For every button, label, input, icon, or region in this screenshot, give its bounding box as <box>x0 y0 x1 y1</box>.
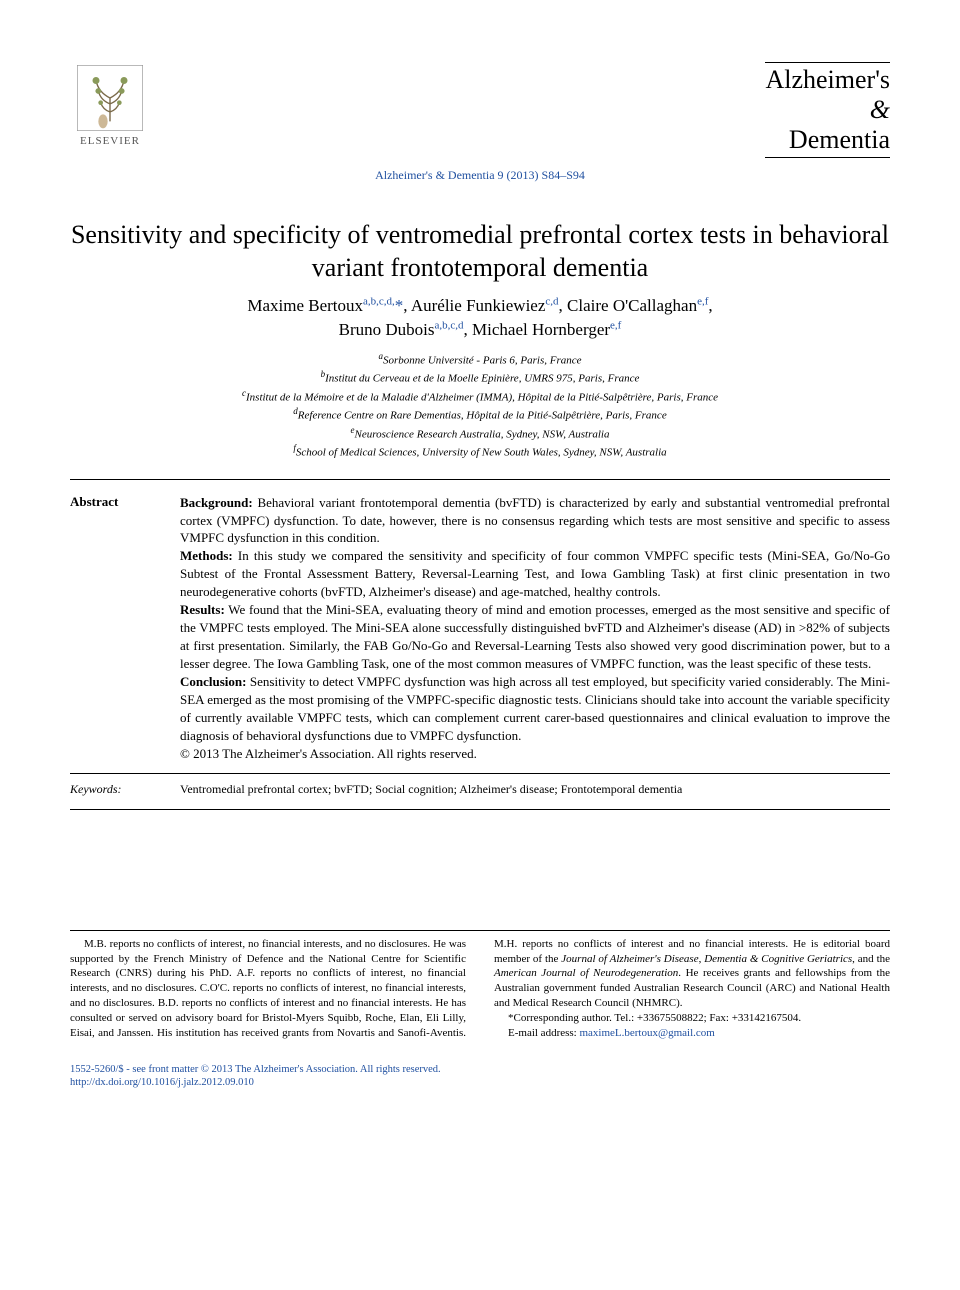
affiliation: dReference Centre on Rare Dementias, Hôp… <box>70 405 890 424</box>
issn-line: 1552-5260/$ - see front matter © 2013 Th… <box>70 1063 890 1077</box>
affiliation: cInstitut de la Mémoire et de la Maladie… <box>70 387 890 406</box>
author: Maxime Bertouxa,b,c,d,* <box>247 296 403 315</box>
doi-link[interactable]: http://dx.doi.org/10.1016/j.jalz.2012.09… <box>70 1077 254 1088</box>
affiliation-list: aSorbonne Université - Paris 6, Paris, F… <box>70 350 890 461</box>
copyright-line: © 2013 The Alzheimer's Association. All … <box>180 745 890 763</box>
author: Bruno Duboisa,b,c,d <box>339 320 464 339</box>
affiliation: fSchool of Medical Sciences, University … <box>70 442 890 461</box>
journal-logo: Alzheimer's & Dementia <box>765 60 890 160</box>
results-text: We found that the Mini-SEA, evaluating t… <box>180 602 890 671</box>
background-head: Background: <box>180 495 253 510</box>
author: Michael Hornbergere,f <box>472 320 621 339</box>
journal-name-line1: Alzheimer's <box>765 65 890 95</box>
affiliation: aSorbonne Université - Paris 6, Paris, F… <box>70 350 890 369</box>
results-head: Results: <box>180 602 225 617</box>
publisher-name: ELSEVIER <box>80 135 140 147</box>
divider <box>70 809 890 810</box>
affiliation: bInstitut du Cerveau et de la Moelle Epi… <box>70 368 890 387</box>
abstract-section: Abstract Background: Behavioral variant … <box>70 480 890 773</box>
email-line: E-mail address: maximeL.bertoux@gmail.co… <box>494 1026 890 1041</box>
keywords-label: Keywords: <box>70 782 180 797</box>
elsevier-tree-icon <box>75 63 145 133</box>
footnotes: M.B. reports no conflicts of interest, n… <box>70 930 890 1041</box>
journal-name-amp: & <box>870 95 890 124</box>
abstract-body: Background: Behavioral variant frontotem… <box>180 494 890 763</box>
methods-head: Methods: <box>180 548 233 563</box>
footer-meta: 1552-5260/$ - see front matter © 2013 Th… <box>70 1063 890 1090</box>
publisher-logo: ELSEVIER <box>70 60 150 150</box>
methods-text: In this study we compared the sensitivit… <box>180 548 890 599</box>
author: Aurélie Funkiewiezc,d <box>411 296 559 315</box>
article-title: Sensitivity and specificity of ventromed… <box>70 219 890 284</box>
author: Claire O'Callaghane,f <box>567 296 708 315</box>
keywords-text: Ventromedial prefrontal cortex; bvFTD; S… <box>180 782 890 797</box>
conclusion-head: Conclusion: <box>180 674 246 689</box>
page-header: ELSEVIER Alzheimer's & Dementia <box>70 60 890 160</box>
citation-line: Alzheimer's & Dementia 9 (2013) S84–S94 <box>70 168 890 183</box>
background-text: Behavioral variant frontotemporal dement… <box>180 495 890 546</box>
corresponding-author: *Corresponding author. Tel.: +3367550882… <box>494 1011 890 1026</box>
journal-name-line2: Dementia <box>765 125 890 155</box>
email-link[interactable]: maximeL.bertoux@gmail.com <box>579 1027 714 1039</box>
abstract-label: Abstract <box>70 494 180 763</box>
keywords-section: Keywords: Ventromedial prefrontal cortex… <box>70 774 890 809</box>
affiliation: eNeuroscience Research Australia, Sydney… <box>70 424 890 443</box>
conclusion-text: Sensitivity to detect VMPFC dysfunction … <box>180 674 890 743</box>
author-list: Maxime Bertouxa,b,c,d,*, Aurélie Funkiew… <box>70 294 890 342</box>
